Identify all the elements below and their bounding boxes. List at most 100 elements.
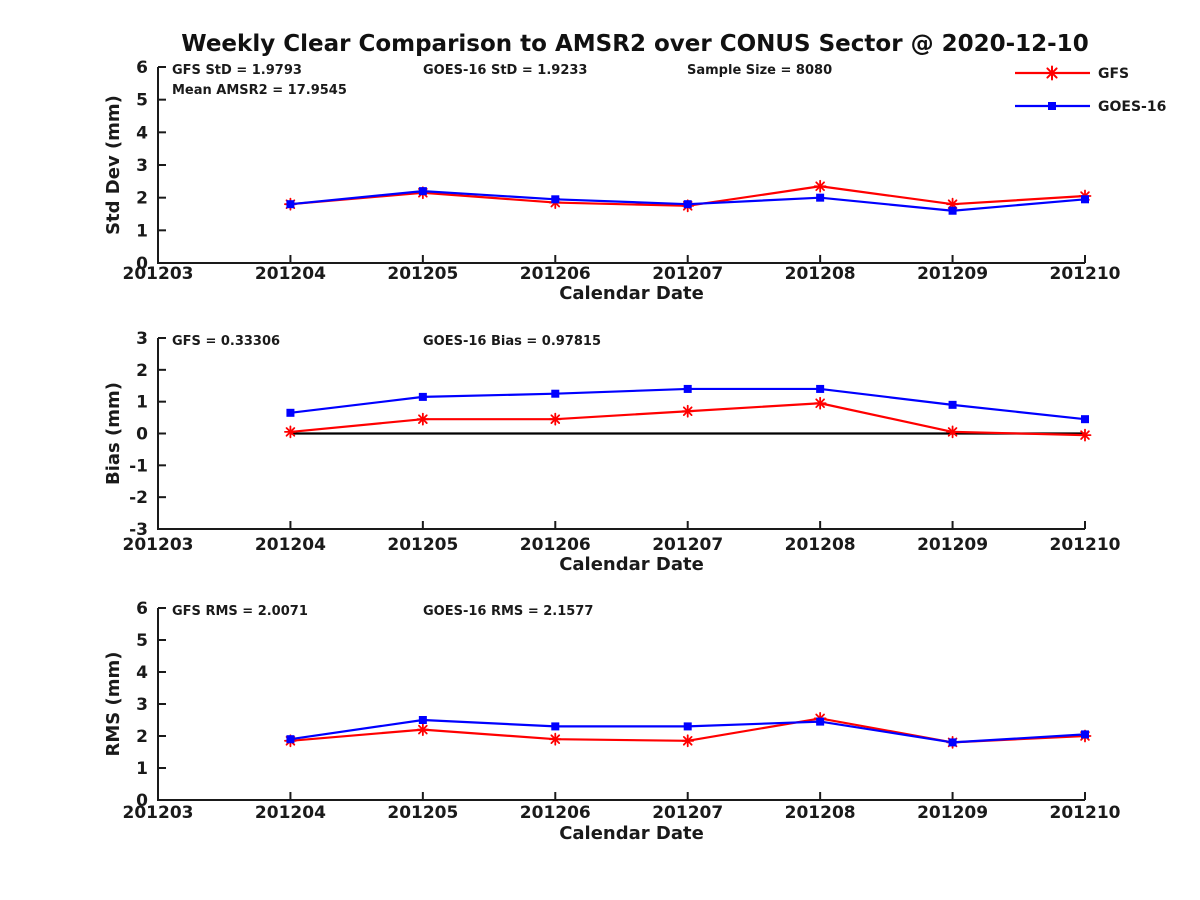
y-tick-label: -1 xyxy=(129,456,148,476)
y-tick-label: 6 xyxy=(136,599,148,619)
series-GFS xyxy=(284,712,1092,749)
stat-annotation: GOES-16 Bias = 0.97815 xyxy=(423,334,601,349)
data-point-marker xyxy=(1081,195,1089,204)
x-axis-label: Calendar Date xyxy=(559,554,704,575)
y-axis-label: Bias (mm) xyxy=(103,382,124,485)
y-tick-label: 0 xyxy=(136,791,148,811)
data-point-marker xyxy=(683,200,692,209)
x-tick-label: 201206 xyxy=(520,264,591,284)
data-point-marker xyxy=(551,722,560,731)
data-point-marker xyxy=(286,408,295,417)
x-axis-label: Calendar Date xyxy=(559,823,704,844)
data-point-marker xyxy=(948,738,957,747)
data-point-marker xyxy=(948,206,957,215)
data-point-marker xyxy=(551,195,560,204)
data-point-marker xyxy=(1081,730,1089,739)
data-point-marker xyxy=(683,384,692,393)
data-point-marker xyxy=(683,722,692,731)
stat-annotation: GFS = 0.33306 xyxy=(172,334,280,349)
data-point-marker xyxy=(816,717,825,726)
x-tick-label: 201209 xyxy=(917,535,988,555)
data-point-marker xyxy=(548,412,562,426)
y-tick-label: 0 xyxy=(136,254,148,274)
y-tick-label: -3 xyxy=(129,520,148,540)
y-tick-label: 5 xyxy=(136,91,148,111)
x-tick-label: 201205 xyxy=(387,264,458,284)
legend-label: GFS xyxy=(1098,66,1129,82)
stat-annotations: GFS StD = 1.9793 Mean AMSR2 = 17.9545 GOES… xyxy=(172,63,832,98)
series-GOES-16 xyxy=(286,187,1089,215)
stat-annotation: GFS RMS = 2.0071 xyxy=(172,604,308,619)
y-tick-label: 4 xyxy=(136,663,148,683)
legend: GFS GOES-16 xyxy=(1015,65,1166,115)
series-GFS xyxy=(284,396,1092,442)
x-axis-ticks: 201203 201204 201205 201206 201207 201208 2012… xyxy=(123,521,1121,555)
x-tick-label: 201207 xyxy=(652,803,723,823)
data-point-marker xyxy=(551,389,560,398)
legend-marker xyxy=(1048,102,1056,110)
y-tick-label: 1 xyxy=(136,221,148,241)
axes-spines xyxy=(157,608,1085,801)
stat-annotations: GFS RMS = 2.0071 GOES-16 RMS = 2.1577 xyxy=(172,604,593,619)
x-tick-label: 201203 xyxy=(123,535,194,555)
y-tick-label: 2 xyxy=(136,189,148,209)
y-tick-label: 3 xyxy=(136,329,148,349)
y-tick-label: 3 xyxy=(136,156,148,176)
data-point-marker xyxy=(418,392,427,401)
data-point-marker xyxy=(416,723,430,737)
series-GOES-16 xyxy=(286,716,1089,747)
data-point-marker xyxy=(286,200,295,209)
x-tick-label: 201206 xyxy=(520,535,591,555)
x-tick-label: 201207 xyxy=(652,535,723,555)
y-axis-label: Std Dev (mm) xyxy=(103,95,124,235)
stat-annotation: GOES-16 RMS = 2.1577 xyxy=(423,604,593,619)
data-point-marker xyxy=(681,404,695,418)
x-tick-label: 201209 xyxy=(917,264,988,284)
data-point-marker xyxy=(418,187,427,196)
y-axis-label: RMS (mm) xyxy=(103,652,124,757)
x-tick-label: 201207 xyxy=(652,264,723,284)
data-point-marker xyxy=(948,400,957,409)
x-tick-label: 201203 xyxy=(123,803,194,823)
stat-annotation: Mean AMSR2 = 17.9545 xyxy=(172,83,347,98)
data-point-marker xyxy=(418,716,427,724)
stat-annotation: Sample Size = 8080 xyxy=(687,63,832,78)
data-point-marker xyxy=(681,734,695,748)
x-axis-label: Calendar Date xyxy=(559,283,704,304)
y-tick-label: 3 xyxy=(136,695,148,715)
x-tick-label: 201204 xyxy=(255,264,326,284)
x-tick-label: 201206 xyxy=(520,803,591,823)
x-tick-label: 201208 xyxy=(785,264,856,284)
x-tick-label: 201205 xyxy=(387,803,458,823)
x-tick-label: 201208 xyxy=(785,535,856,555)
stat-annotations: GFS = 0.33306 GOES-16 Bias = 0.97815 xyxy=(172,334,601,349)
data-point-marker xyxy=(286,735,295,744)
x-tick-label: 201209 xyxy=(917,803,988,823)
data-point-marker xyxy=(816,384,825,393)
x-tick-label: 201204 xyxy=(255,803,326,823)
y-tick-label: 1 xyxy=(136,393,148,413)
data-point-marker xyxy=(284,425,297,439)
x-axis-ticks: 201203 201204 201205 201206 201207 201208 2012… xyxy=(123,792,1121,823)
data-point-marker xyxy=(1081,415,1089,424)
y-tick-label: 2 xyxy=(136,727,148,747)
x-tick-label: 201208 xyxy=(785,803,856,823)
x-tick-label: 201210 xyxy=(1050,535,1121,555)
y-tick-label: 2 xyxy=(136,361,148,381)
y-tick-label: 5 xyxy=(136,631,148,651)
x-tick-label: 201204 xyxy=(255,535,326,555)
y-tick-label: 1 xyxy=(136,759,148,779)
data-point-marker xyxy=(813,179,827,193)
y-tick-label: 0 xyxy=(136,425,148,445)
data-point-marker xyxy=(416,412,430,426)
y-tick-label: 4 xyxy=(136,123,148,143)
stat-annotation: GFS StD = 1.9793 xyxy=(172,63,302,78)
data-point-marker xyxy=(946,425,959,439)
x-tick-label: 201210 xyxy=(1050,803,1121,823)
x-axis-ticks: 201203 201204 201205 201206 201207 201208 2012… xyxy=(123,255,1121,284)
figure-title: Weekly Clear Comparison to AMSR2 over CO… xyxy=(181,31,1089,57)
x-tick-label: 201210 xyxy=(1050,264,1121,284)
data-point-marker xyxy=(548,732,562,746)
